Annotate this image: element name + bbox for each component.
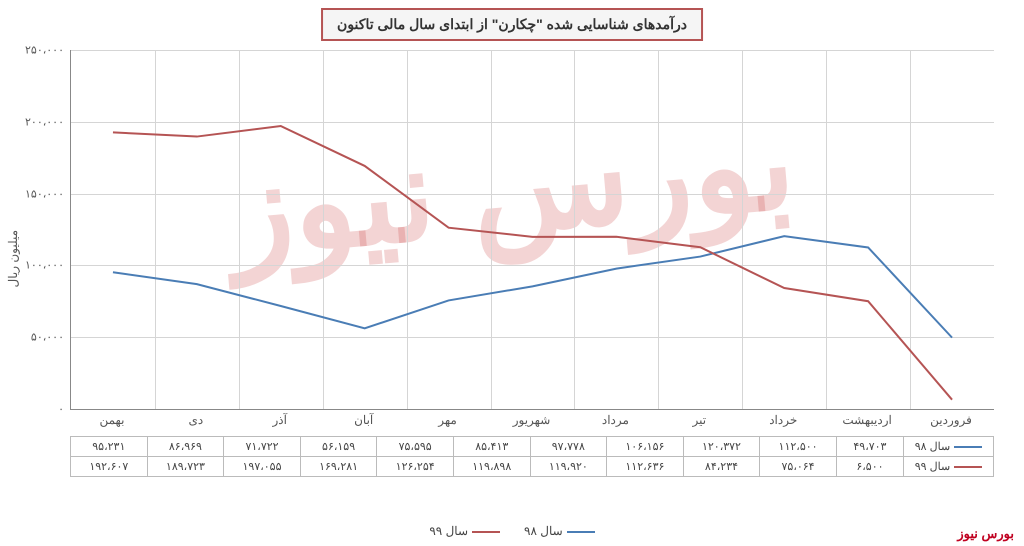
- x-tick-label: آذر: [240, 413, 320, 427]
- y-tick: ۲۵۰،۰۰۰: [25, 44, 64, 57]
- x-tick-label: اردیبهشت: [827, 413, 907, 427]
- legend-swatch: [472, 531, 500, 533]
- data-cell: ۱۱۲،۵۰۰: [760, 437, 837, 457]
- series-line: [113, 236, 952, 337]
- x-tick-label: شهریور: [492, 413, 572, 427]
- legend-item: سال ۹۹: [429, 524, 500, 538]
- data-cell: ۱۱۹،۸۹۸: [453, 457, 530, 477]
- legend-swatch: [954, 466, 982, 468]
- y-tick: ۱۵۰،۰۰۰: [25, 187, 64, 200]
- data-table: سال ۹۸۴۹،۷۰۳۱۱۲،۵۰۰۱۲۰،۳۷۲۱۰۶،۱۵۶۹۷،۷۷۸۸…: [70, 436, 994, 477]
- data-cell: ۸۶،۹۶۹: [147, 437, 224, 457]
- data-cell: ۹۷،۷۷۸: [530, 437, 607, 457]
- data-cell: ۹۵،۲۳۱: [71, 437, 148, 457]
- legend-text: سال ۹۸: [524, 524, 563, 538]
- y-tick: ۰: [58, 403, 64, 416]
- x-axis-labels: فروردین اردیبهشت خرداد تیر مردادشهریور مهر آبا…: [70, 413, 994, 435]
- data-cell: ۸۵،۴۱۳: [453, 437, 530, 457]
- data-cell: ۱۱۹،۹۲۰: [530, 457, 607, 477]
- y-tick: ۱۰۰،۰۰۰: [25, 259, 64, 272]
- legend-item: سال ۹۸: [524, 524, 595, 538]
- legend-swatch: [567, 531, 595, 533]
- data-cell: ۵۶،۱۵۹: [300, 437, 377, 457]
- x-tick-label: مرداد: [575, 413, 655, 427]
- data-cell: ۶،۵۰۰: [836, 457, 903, 477]
- y-tick: ۲۰۰،۰۰۰: [25, 115, 64, 128]
- data-cell: ۱۲۰،۳۷۲: [683, 437, 760, 457]
- data-cell: ۴۹،۷۰۳: [836, 437, 903, 457]
- x-tick-label: مهر: [408, 413, 488, 427]
- y-axis: میلیون ریال ۰۵۰،۰۰۰۱۰۰،۰۰۰۱۵۰،۰۰۰۲۰۰،۰۰۰…: [0, 50, 68, 410]
- data-cell: ۷۵،۰۶۴: [760, 457, 837, 477]
- brand-label: بورس نیوز: [957, 526, 1014, 542]
- series-name: سال ۹۹: [915, 461, 950, 473]
- data-cell: ۱۶۹،۲۸۱: [300, 457, 377, 477]
- data-cell: ۷۵،۵۹۵: [377, 437, 454, 457]
- y-tick: ۵۰،۰۰۰: [31, 331, 64, 344]
- x-tick-label: فروردین: [911, 413, 991, 427]
- table-row: سال ۹۸۴۹،۷۰۳۱۱۲،۵۰۰۱۲۰،۳۷۲۱۰۶،۱۵۶۹۷،۷۷۸۸…: [71, 437, 994, 457]
- data-cell: ۱۹۷،۰۵۵: [224, 457, 301, 477]
- chart-legend: سال ۹۸ سال ۹۹: [0, 524, 1024, 538]
- legend-text: سال ۹۹: [429, 524, 468, 538]
- x-tick-label: بهمن: [72, 413, 152, 427]
- series-legend-cell: سال ۹۹: [904, 457, 994, 477]
- data-cell: ۱۲۶،۲۵۴: [377, 457, 454, 477]
- series-legend-cell: سال ۹۸: [904, 437, 994, 457]
- data-cell: ۱۱۲،۶۳۶: [607, 457, 684, 477]
- x-tick-label: آبان: [324, 413, 404, 427]
- chart-container: درآمدهای شناسایی شده "چکارن" از ابتدای س…: [0, 0, 1024, 546]
- data-cell: ۷۱،۷۲۲: [224, 437, 301, 457]
- x-tick-label: دی: [156, 413, 236, 427]
- data-cell: ۸۴،۲۳۴: [683, 457, 760, 477]
- data-cell: ۱۰۶،۱۵۶: [607, 437, 684, 457]
- y-axis-label: میلیون ریال: [6, 230, 20, 288]
- series-line: [113, 126, 952, 400]
- chart-title: درآمدهای شناسایی شده "چکارن" از ابتدای س…: [321, 8, 703, 41]
- data-cell: ۱۹۲،۶۰۷: [71, 457, 148, 477]
- table-row: سال ۹۹ ۶،۵۰۰۷۵،۰۶۴۸۴،۲۳۴۱۱۲،۶۳۶۱۱۹،۹۲۰۱۱۹…: [71, 457, 994, 477]
- legend-swatch: [954, 446, 982, 448]
- data-cell: ۱۸۹،۷۲۳: [147, 457, 224, 477]
- x-tick-label: خرداد: [743, 413, 823, 427]
- series-name: سال ۹۸: [915, 441, 950, 453]
- x-tick-label: تیر: [659, 413, 739, 427]
- chart-lines: [71, 50, 994, 409]
- chart-plot-area: [70, 50, 994, 410]
